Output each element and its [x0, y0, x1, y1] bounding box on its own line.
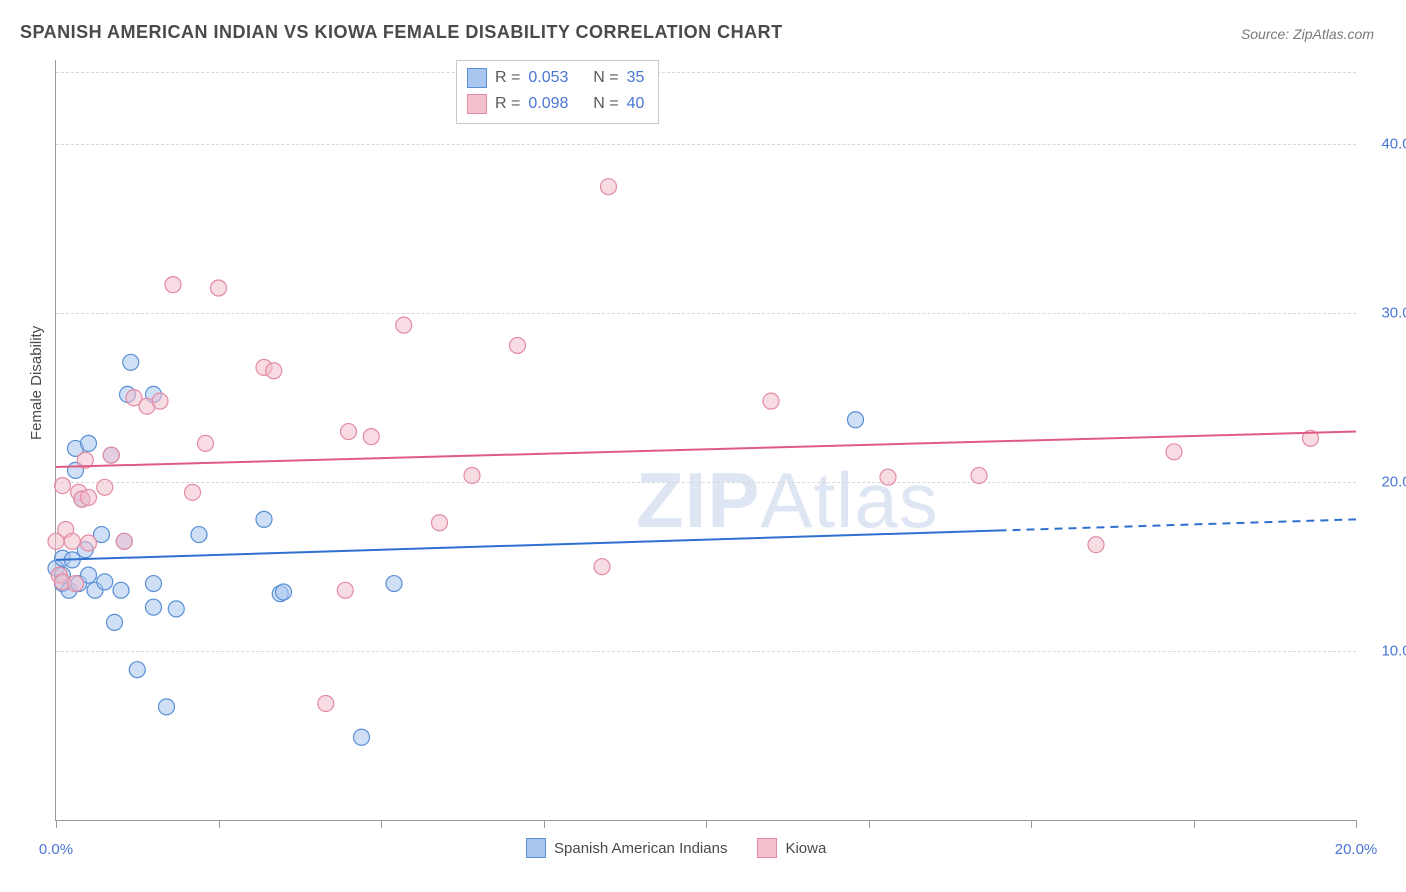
stats-n-label: N = — [593, 95, 618, 113]
scatter-point — [129, 662, 145, 678]
scatter-point — [152, 393, 168, 409]
scatter-point — [146, 576, 162, 592]
x-tick — [706, 820, 707, 828]
y-tick-label: 40.0% — [1381, 136, 1406, 153]
y-axis-label: Female Disability — [28, 326, 45, 440]
legend-label: Spanish American Indians — [554, 840, 727, 857]
x-tick — [544, 820, 545, 828]
plot-area: ZIPAtlas 10.0%20.0%30.0%40.0%0.0%20.0% R… — [55, 60, 1356, 821]
scatter-point — [165, 277, 181, 293]
scatter-point — [159, 699, 175, 715]
legend-item: Spanish American Indians — [526, 838, 727, 858]
scatter-point — [337, 582, 353, 598]
legend-swatch-icon — [467, 68, 487, 88]
stats-n-label: N = — [593, 69, 618, 87]
scatter-point — [1088, 537, 1104, 553]
scatter-point — [113, 582, 129, 598]
scatter-point — [363, 429, 379, 445]
stats-row: R = 0.098 N = 40 — [467, 91, 644, 117]
scatter-point — [266, 363, 282, 379]
scatter-point — [386, 576, 402, 592]
scatter-point — [168, 601, 184, 617]
stats-legend-box: R = 0.053 N = 35 R = 0.098 N = 40 — [456, 60, 659, 124]
scatter-point — [198, 435, 214, 451]
x-tick — [381, 820, 382, 828]
trend-line-dashed — [999, 519, 1357, 530]
bottom-legend: Spanish American Indians Kiowa — [526, 838, 826, 858]
x-tick — [56, 820, 57, 828]
x-tick — [1356, 820, 1357, 828]
stats-r-value: 0.053 — [528, 69, 568, 87]
x-tick — [1194, 820, 1195, 828]
scatter-point — [107, 614, 123, 630]
legend-swatch-icon — [757, 838, 777, 858]
x-tick-label: 20.0% — [1335, 841, 1378, 858]
y-tick-label: 20.0% — [1381, 474, 1406, 491]
x-tick-label: 0.0% — [39, 841, 73, 858]
legend-item: Kiowa — [757, 838, 826, 858]
scatter-point — [81, 489, 97, 505]
scatter-point — [191, 527, 207, 543]
legend-label: Kiowa — [785, 840, 826, 857]
scatter-point — [318, 695, 334, 711]
legend-swatch-icon — [467, 94, 487, 114]
scatter-point — [354, 729, 370, 745]
stats-r-label: R = — [495, 69, 520, 87]
scatter-point — [971, 467, 987, 483]
scatter-point — [848, 412, 864, 428]
scatter-point — [880, 469, 896, 485]
scatter-point — [64, 533, 80, 549]
legend-swatch-icon — [526, 838, 546, 858]
scatter-point — [341, 424, 357, 440]
scatter-point — [55, 478, 71, 494]
scatter-point — [211, 280, 227, 296]
stats-n-value: 40 — [627, 95, 645, 113]
stats-n-value: 35 — [627, 69, 645, 87]
scatter-point — [601, 179, 617, 195]
stats-r-value: 0.098 — [528, 95, 568, 113]
scatter-point — [81, 435, 97, 451]
x-tick — [1031, 820, 1032, 828]
stats-r-label: R = — [495, 95, 520, 113]
scatter-point — [81, 535, 97, 551]
scatter-point — [97, 574, 113, 590]
scatter-point — [594, 559, 610, 575]
scatter-point — [464, 467, 480, 483]
scatter-point — [97, 479, 113, 495]
scatter-point — [146, 599, 162, 615]
scatter-point — [68, 576, 84, 592]
scatter-point — [432, 515, 448, 531]
y-tick-label: 10.0% — [1381, 643, 1406, 660]
scatter-point — [103, 447, 119, 463]
scatter-point — [396, 317, 412, 333]
stats-row: R = 0.053 N = 35 — [467, 65, 644, 91]
scatter-point — [763, 393, 779, 409]
scatter-point — [123, 354, 139, 370]
x-tick — [869, 820, 870, 828]
x-tick — [219, 820, 220, 828]
scatter-point — [1166, 444, 1182, 460]
source-label: Source: ZipAtlas.com — [1241, 26, 1374, 42]
y-tick-label: 30.0% — [1381, 305, 1406, 322]
scatter-point — [116, 533, 132, 549]
scatter-point — [256, 511, 272, 527]
trend-line — [56, 432, 1356, 467]
scatter-point — [185, 484, 201, 500]
chart-title: SPANISH AMERICAN INDIAN VS KIOWA FEMALE … — [20, 22, 783, 43]
chart-svg — [56, 60, 1356, 820]
scatter-point — [510, 337, 526, 353]
scatter-point — [276, 584, 292, 600]
